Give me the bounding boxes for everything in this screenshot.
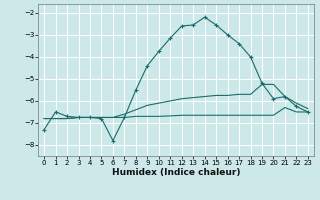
X-axis label: Humidex (Indice chaleur): Humidex (Indice chaleur) [112, 168, 240, 177]
